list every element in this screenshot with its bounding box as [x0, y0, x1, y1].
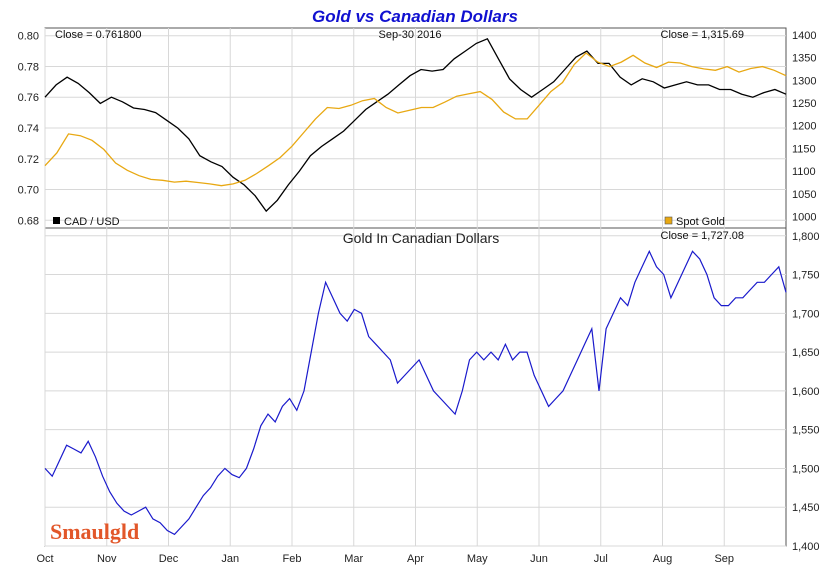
left-tick-label: 0.68 — [18, 215, 39, 227]
x-tick-label: Nov — [97, 553, 117, 565]
x-axis-ticks: Oct Nov Dec Jan Feb Mar Apr May Jun Jul Aug Sep — [36, 553, 734, 565]
right-top-tick-label: 1150 — [792, 143, 816, 155]
x-tick-label: Apr — [407, 553, 424, 565]
right-top-tick-label: 1200 — [792, 121, 816, 133]
right-top-tick-label: 1350 — [792, 53, 816, 65]
right-top-tick-label: 1400 — [792, 30, 816, 42]
right-bottom-tick-label: 1,550 — [792, 425, 820, 437]
cad-close-label: Close = 0.761800 — [55, 29, 142, 41]
series-line-cad-usd — [44, 37, 787, 213]
gold-cad-close-label: Close = 1,727.08 — [661, 230, 744, 242]
left-tick-label: 0.72 — [18, 154, 39, 166]
left-tick-label: 0.76 — [18, 92, 39, 104]
right-bottom-tick-label: 1,600 — [792, 386, 820, 398]
right-axis-top-ticks: 1000 1050 1100 1150 1200 1250 1300 1350 1400 — [792, 30, 816, 224]
x-tick-label: Mar — [344, 553, 363, 565]
x-tick-label: May — [467, 553, 488, 565]
date-label: Sep-30 2016 — [379, 29, 442, 41]
x-tick-label: Jul — [594, 553, 608, 565]
right-bottom-tick-label: 1,750 — [792, 270, 820, 282]
right-bottom-tick-label: 1,450 — [792, 502, 820, 514]
legend-swatch-cad-usd — [53, 217, 60, 224]
x-gridlines — [44, 28, 725, 546]
left-tick-label: 0.80 — [18, 31, 39, 43]
legend-label-spot-gold: Spot Gold — [676, 216, 725, 228]
x-tick-label: Sep — [714, 553, 734, 565]
legend-swatch-spot-gold — [664, 216, 673, 225]
x-tick-label: Jan — [221, 553, 239, 565]
right-bottom-tick-label: 1,500 — [792, 463, 820, 475]
right-bottom-tick-label: 1,650 — [792, 347, 820, 359]
right-bottom-tick-label: 1,400 — [792, 541, 820, 553]
x-tick-label: Dec — [159, 553, 179, 565]
x-tick-label: Aug — [653, 553, 673, 565]
left-tick-label: 0.74 — [18, 123, 39, 135]
logo-text: Smaulgld — [50, 519, 139, 544]
left-axis-ticks: 0.68 0.70 0.72 0.74 0.76 0.78 0.80 — [18, 31, 39, 228]
chart-title: Gold vs Canadian Dollars — [312, 7, 518, 26]
x-tick-label: Oct — [36, 553, 53, 565]
x-tick-label: Jun — [530, 553, 548, 565]
right-top-tick-label: 1000 — [792, 212, 816, 224]
right-top-tick-label: 1250 — [792, 98, 816, 110]
legend-label-cad-usd: CAD / USD — [64, 216, 120, 228]
subtitle: Gold In Canadian Dollars — [343, 230, 499, 246]
right-bottom-tick-label: 1,800 — [792, 231, 820, 243]
series-line-gold-in-cad — [44, 249, 787, 536]
right-axis-bottom-ticks: 1,400 1,450 1,500 1,550 1,600 1,650 1,700 1,750… — [792, 231, 820, 553]
left-tick-label: 0.78 — [18, 61, 39, 73]
gold-close-label: Close = 1,315.69 — [661, 29, 744, 41]
x-tick-label: Feb — [283, 553, 302, 565]
series-line-spot-gold — [44, 52, 787, 187]
right-bottom-tick-label: 1,700 — [792, 308, 820, 320]
left-tick-label: 0.70 — [18, 185, 39, 197]
right-top-tick-label: 1300 — [792, 75, 816, 87]
right-top-tick-label: 1050 — [792, 189, 816, 201]
right-top-tick-label: 1100 — [792, 166, 816, 178]
